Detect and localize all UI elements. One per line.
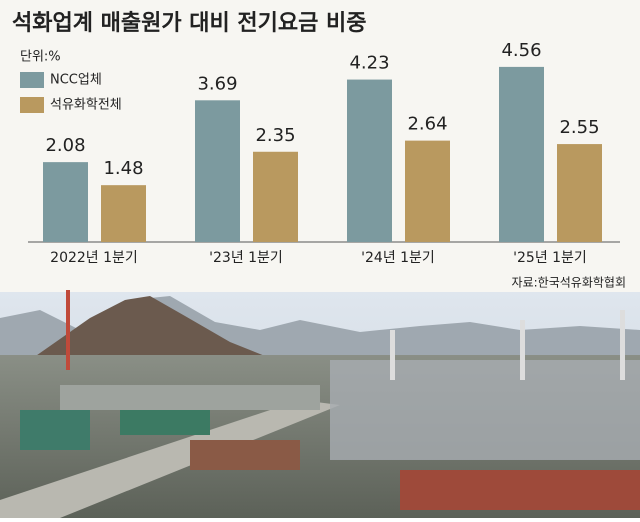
bar — [499, 66, 544, 243]
mountain — [30, 296, 280, 362]
tower — [390, 330, 395, 380]
chart-title: 석화업계 매출원가 대비 전기요금 비중 — [12, 11, 366, 36]
bar — [43, 162, 88, 242]
value-label: 2.55 — [559, 117, 599, 138]
legend-label: 석유화학전체 — [50, 98, 122, 113]
value-label: 4.56 — [501, 40, 541, 61]
building — [20, 410, 90, 450]
x-tick-label: '24년 1분기 — [361, 250, 435, 266]
tower — [520, 320, 525, 380]
value-label: 2.64 — [407, 114, 447, 135]
bar — [101, 185, 146, 242]
legend-swatch — [20, 97, 44, 113]
photo — [0, 290, 640, 518]
bar — [557, 144, 602, 242]
x-tick-label: '23년 1분기 — [209, 250, 283, 266]
tower — [66, 290, 70, 370]
plant — [330, 360, 640, 460]
value-label: 2.35 — [255, 125, 295, 146]
bar — [253, 151, 298, 242]
building — [190, 440, 300, 470]
value-label: 2.08 — [45, 135, 85, 156]
bar — [195, 100, 240, 242]
bar — [405, 140, 450, 242]
legend-label: NCC업체 — [50, 73, 102, 88]
value-label: 4.23 — [349, 53, 389, 74]
value-label: 1.48 — [103, 158, 143, 179]
x-tick-label: '25년 1분기 — [513, 250, 587, 266]
x-tick-label: 2022년 1분기 — [50, 250, 138, 266]
road — [0, 400, 340, 518]
unit-label: 단위:% — [20, 50, 61, 65]
source: 자료:한국석유화학협회 — [512, 276, 626, 290]
plant — [60, 385, 320, 410]
bar — [347, 79, 392, 243]
value-label: 3.69 — [197, 73, 237, 94]
tower — [620, 310, 625, 380]
legend-swatch — [20, 72, 44, 88]
building — [400, 470, 640, 510]
